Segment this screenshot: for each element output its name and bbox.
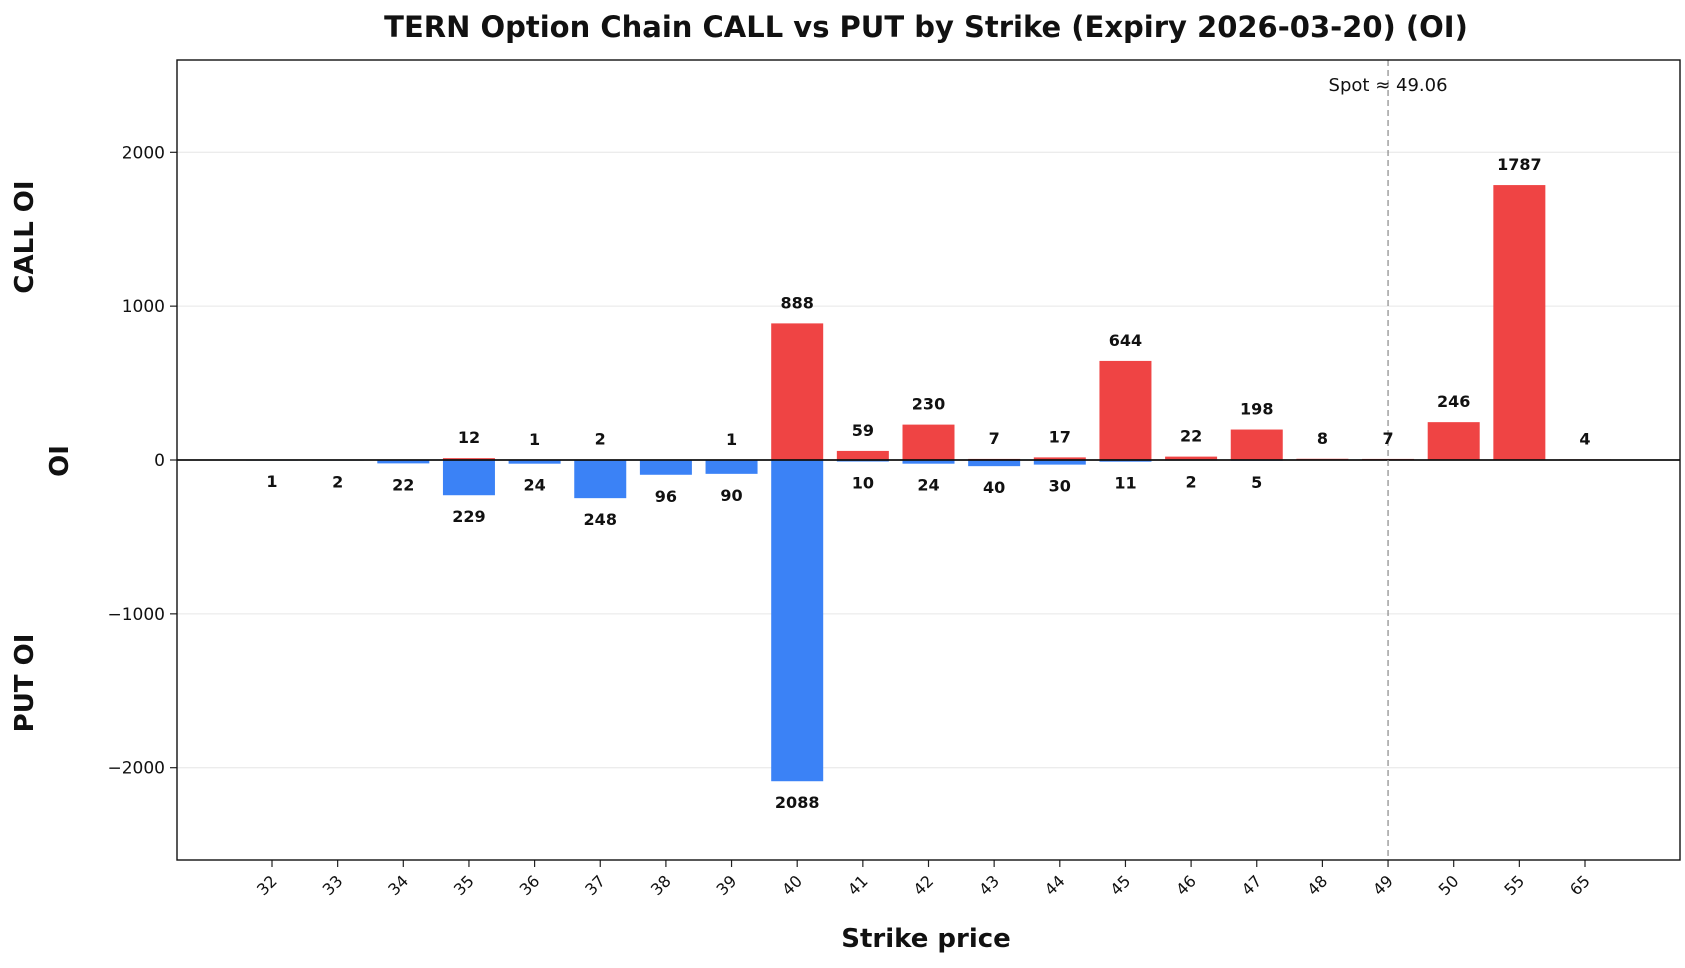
put-value-label: 2 bbox=[1186, 472, 1197, 491]
y-tick-label: −1000 bbox=[107, 605, 165, 625]
y-tick-label: −2000 bbox=[107, 759, 165, 779]
call-bar bbox=[1427, 422, 1480, 460]
call-value-label: 2 bbox=[595, 430, 606, 449]
put-value-label: 24 bbox=[917, 476, 939, 495]
call-value-label: 246 bbox=[1437, 392, 1470, 411]
put-value-label: 11 bbox=[1114, 474, 1136, 493]
put-bar bbox=[639, 460, 692, 475]
put-value-label: 90 bbox=[720, 486, 742, 505]
put-bar bbox=[574, 460, 627, 499]
call-bar bbox=[1099, 360, 1152, 460]
put-value-label: 40 bbox=[983, 478, 1005, 497]
call-bar bbox=[1033, 457, 1086, 460]
put-value-label: 1 bbox=[266, 472, 277, 491]
call-value-label: 12 bbox=[458, 428, 480, 447]
put-value-label: 24 bbox=[523, 476, 545, 495]
call-value-label: 1 bbox=[529, 430, 540, 449]
put-value-label: 248 bbox=[584, 510, 617, 529]
call-bar bbox=[442, 458, 495, 460]
spot-label: Spot ≈ 49.06 bbox=[1329, 75, 1448, 96]
put-bar bbox=[1033, 460, 1086, 465]
y-axis-title: OI bbox=[45, 445, 75, 477]
call-bar bbox=[771, 323, 824, 460]
call-value-label: 4 bbox=[1579, 429, 1590, 448]
put-value-label: 30 bbox=[1049, 477, 1071, 496]
call-value-label: 59 bbox=[852, 421, 874, 440]
call-value-label: 22 bbox=[1180, 427, 1202, 446]
call-value-label: 644 bbox=[1109, 331, 1142, 350]
put-value-label: 10 bbox=[852, 474, 874, 493]
put-value-label: 2 bbox=[332, 472, 343, 491]
put-bar bbox=[705, 460, 758, 474]
call-bar bbox=[1493, 185, 1546, 461]
call-bar bbox=[1165, 456, 1218, 460]
call-value-label: 8 bbox=[1317, 429, 1328, 448]
put-bar bbox=[508, 460, 561, 464]
call-value-label: 230 bbox=[912, 395, 945, 414]
bar-layer bbox=[246, 185, 1611, 782]
put-value-label: 229 bbox=[452, 507, 485, 526]
call-bar bbox=[836, 450, 889, 460]
y-tick-label: 1000 bbox=[122, 297, 165, 317]
y-tick-label: 0 bbox=[154, 451, 165, 471]
call-bar bbox=[1230, 429, 1283, 460]
y-axis-title-call: CALL OI bbox=[10, 180, 40, 293]
call-value-label: 198 bbox=[1240, 400, 1273, 419]
grid-layer bbox=[177, 151, 1680, 769]
put-value-label: 2088 bbox=[775, 793, 820, 812]
put-bar bbox=[442, 460, 495, 496]
call-value-label: 17 bbox=[1049, 427, 1071, 446]
call-value-label: 1 bbox=[726, 430, 737, 449]
plot-frame bbox=[176, 59, 1681, 861]
put-value-label: 96 bbox=[655, 487, 677, 506]
call-bar bbox=[902, 424, 955, 460]
call-value-label: 1787 bbox=[1497, 155, 1542, 174]
put-bar bbox=[902, 460, 955, 464]
put-value-label: 5 bbox=[1251, 473, 1262, 492]
put-bar bbox=[377, 460, 430, 464]
call-value-label: 7 bbox=[1382, 429, 1393, 448]
y-axis-title-put: PUT OI bbox=[10, 634, 40, 733]
call-value-label: 888 bbox=[780, 293, 813, 312]
x-axis-title: Strike price bbox=[841, 924, 1011, 954]
put-value-label: 22 bbox=[392, 475, 414, 494]
label-layer: 1 2 22122291242248961908882088591023024740… bbox=[266, 75, 1590, 812]
chart-title: TERN Option Chain CALL vs PUT by Strike … bbox=[384, 10, 1468, 44]
call-value-label: 7 bbox=[989, 429, 1000, 448]
put-bar bbox=[771, 460, 824, 782]
y-tick-label: 2000 bbox=[122, 143, 165, 163]
put-bar bbox=[968, 460, 1021, 467]
